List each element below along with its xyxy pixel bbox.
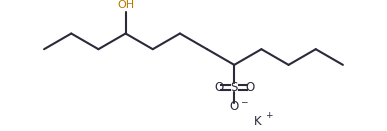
- Text: O: O: [245, 81, 255, 94]
- Text: +: +: [265, 111, 272, 120]
- Text: O: O: [229, 100, 239, 113]
- Text: S: S: [231, 81, 238, 94]
- Text: OH: OH: [117, 0, 134, 10]
- Text: K: K: [254, 114, 262, 127]
- Text: −: −: [240, 97, 248, 106]
- Text: O: O: [214, 81, 223, 94]
